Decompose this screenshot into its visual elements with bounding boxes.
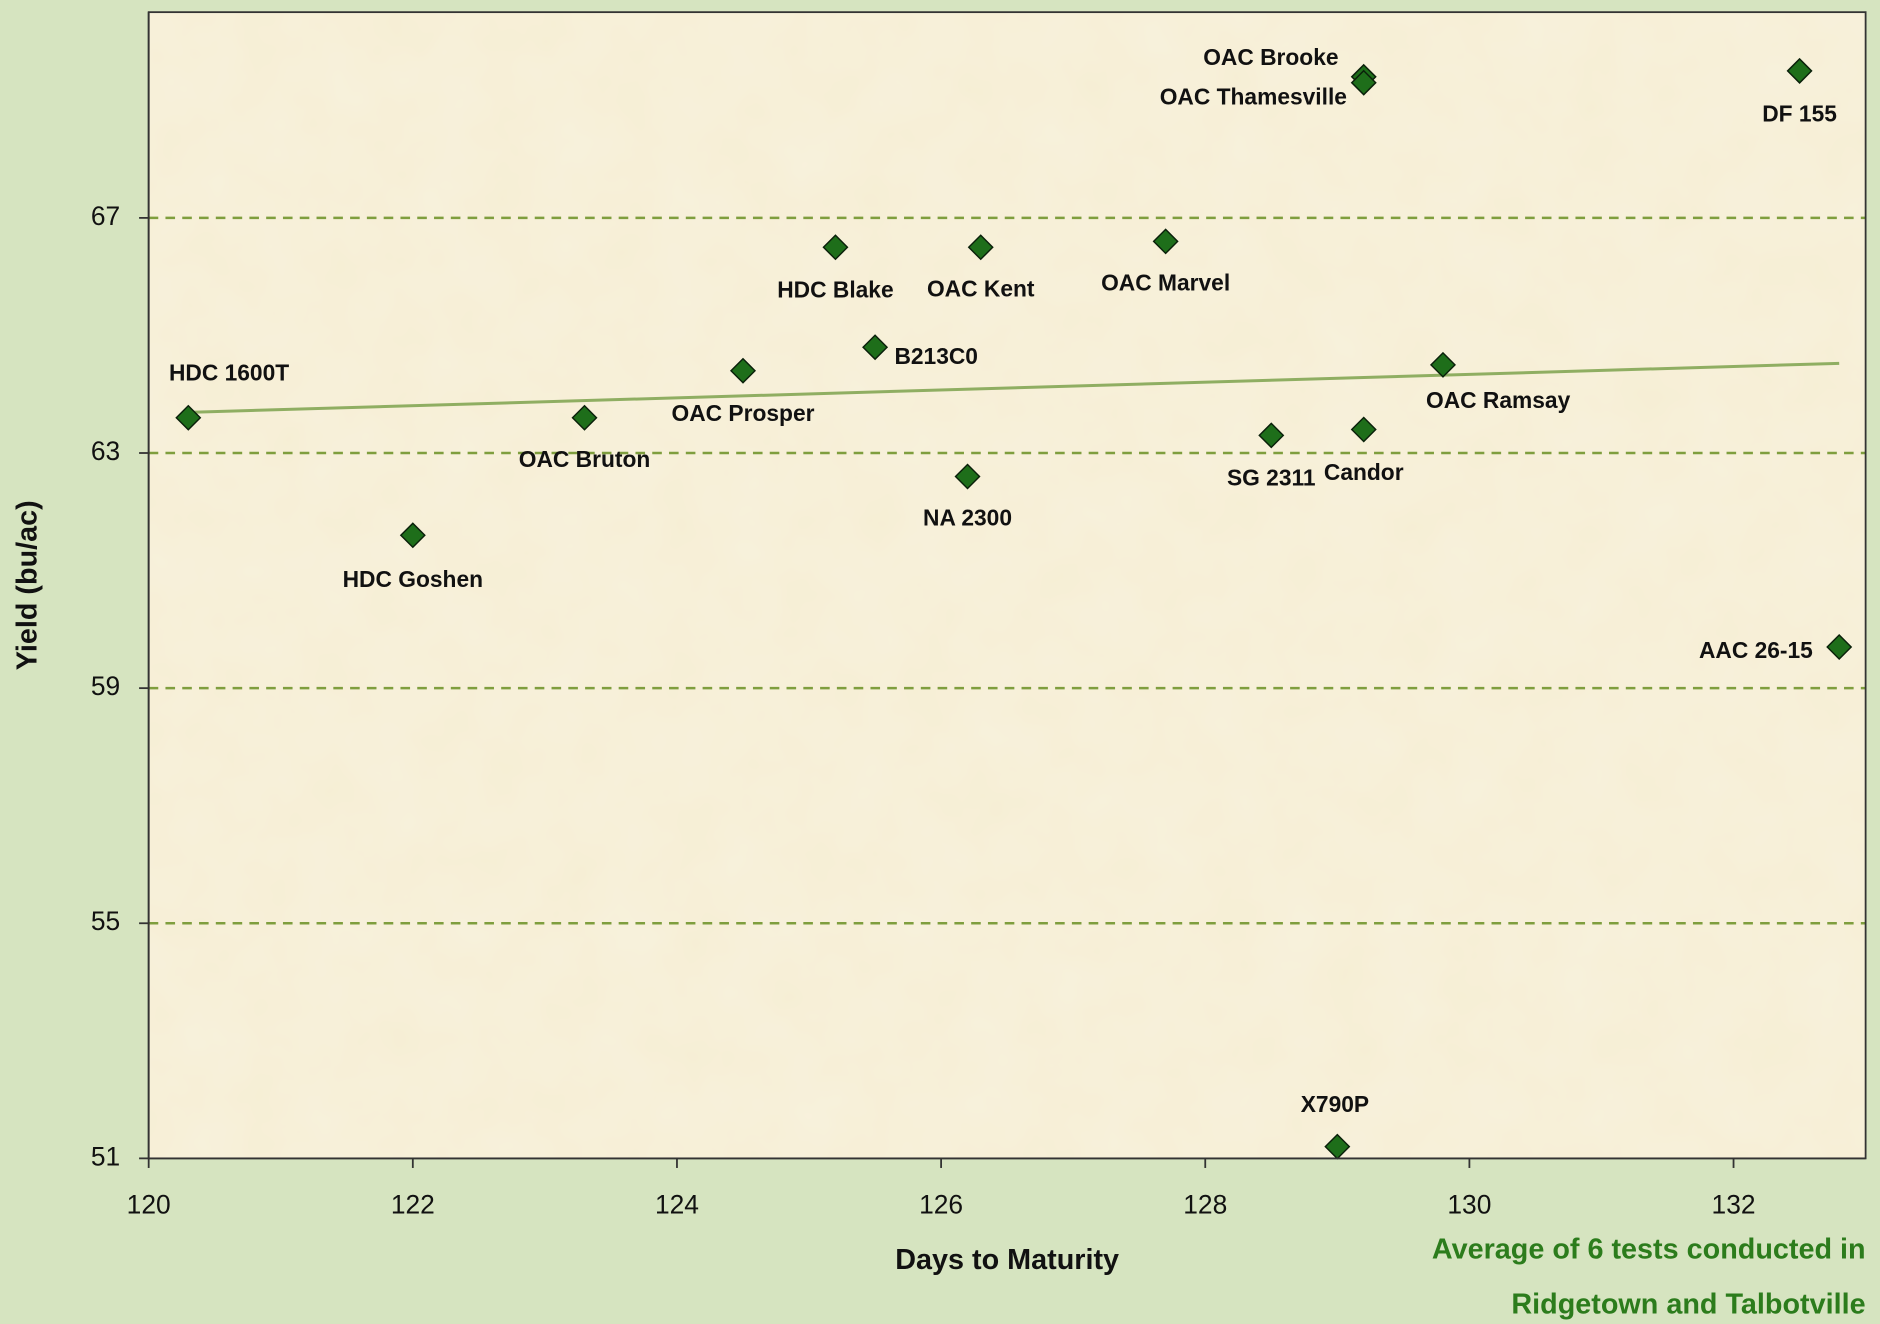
point xyxy=(1350,69,1377,96)
note: Ridgetown and Talbotville xyxy=(1511,1288,1865,1320)
x-tick-label: 132 xyxy=(1712,1189,1756,1219)
point xyxy=(1350,416,1377,443)
x-tick-label: 128 xyxy=(1183,1189,1227,1219)
point-label: OAC Brooke xyxy=(1203,44,1338,70)
point xyxy=(822,234,849,261)
y-axis-title: Yield (bu/ac) xyxy=(11,500,43,670)
point xyxy=(1786,57,1813,84)
trendline xyxy=(188,361,1840,414)
point-label: SG 2311 xyxy=(1227,465,1316,491)
point-label: B213C0 xyxy=(894,343,978,369)
point-label: OAC Marvel xyxy=(1101,270,1230,296)
x-tick-label: 124 xyxy=(655,1189,699,1219)
layer: HDC 1600T HDC Goshen OAC Bruton OAC Prosper… xyxy=(148,44,1866,1160)
point xyxy=(862,334,889,361)
x-axis-title: Days to Maturity xyxy=(895,1244,1119,1276)
point xyxy=(1258,422,1285,449)
point-label: OAC Thamesville xyxy=(1160,83,1347,109)
point xyxy=(967,234,994,261)
y-tick-label: 63 xyxy=(91,436,120,466)
plot-texture xyxy=(148,12,1866,1159)
note: Average of 6 tests conducted in xyxy=(1432,1233,1866,1265)
point xyxy=(1152,228,1179,255)
y-tick-label: 51 xyxy=(91,1141,120,1171)
point xyxy=(1429,351,1456,378)
point xyxy=(1826,633,1853,660)
point-label: OAC Prosper xyxy=(672,400,815,426)
point xyxy=(954,463,981,490)
point xyxy=(399,522,426,549)
point-label: OAC Kent xyxy=(927,275,1035,301)
y-tick-label: 55 xyxy=(91,906,120,936)
point-label: HDC 1600T xyxy=(169,360,289,386)
point-label: OAC Ramsay xyxy=(1426,387,1571,413)
y-tick-label: 59 xyxy=(91,671,120,701)
x-tick-label: 130 xyxy=(1447,1189,1491,1219)
point-label: HDC Blake xyxy=(777,277,893,303)
plot-border xyxy=(147,11,1867,1160)
point-label: OAC Bruton xyxy=(519,446,651,472)
point-label: HDC Goshen xyxy=(343,566,483,592)
y-tick-label: 67 xyxy=(91,201,120,231)
point-label: NA 2300 xyxy=(923,505,1012,531)
point-label: Candor xyxy=(1324,459,1404,485)
x-tick-label: 120 xyxy=(127,1189,171,1219)
point-label: DF 155 xyxy=(1762,100,1837,126)
point-label: X790P xyxy=(1301,1091,1369,1117)
x-tick-label: 126 xyxy=(919,1189,963,1219)
point xyxy=(571,404,598,431)
x-tick-label: 122 xyxy=(391,1189,435,1219)
point-label: AAC 26-15 xyxy=(1699,637,1813,663)
point xyxy=(175,404,202,431)
point xyxy=(729,357,757,384)
